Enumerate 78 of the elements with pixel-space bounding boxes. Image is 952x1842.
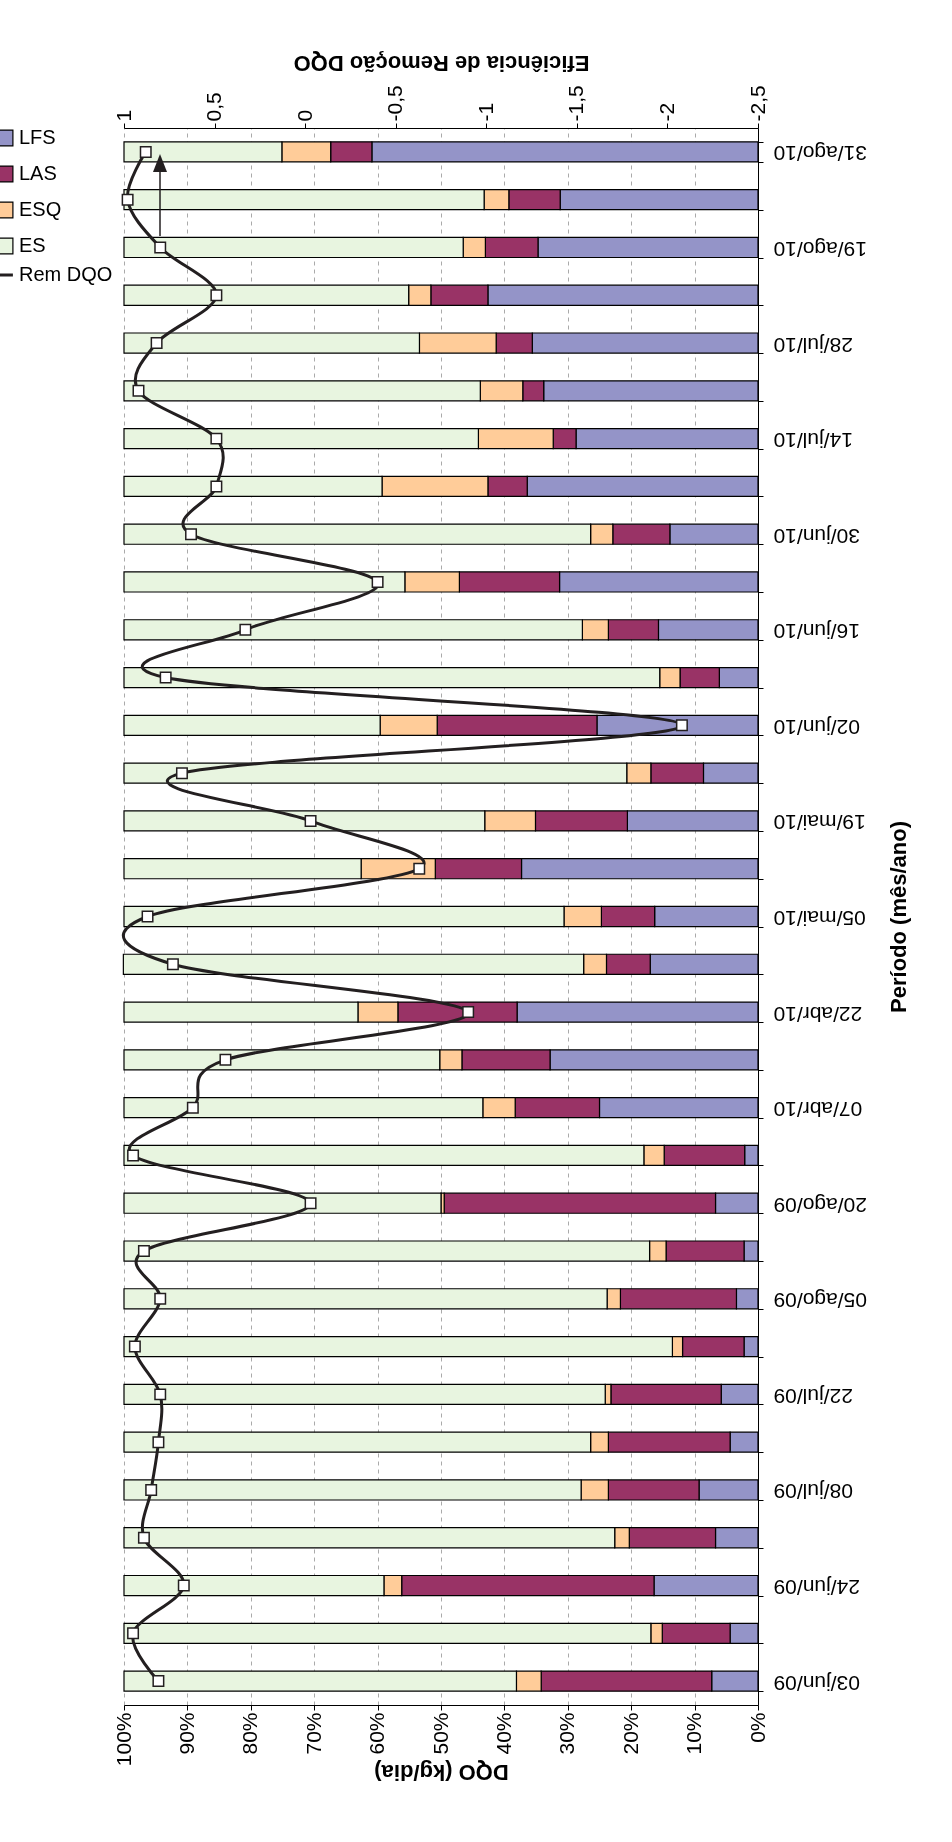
point	[210, 289, 223, 302]
x-tick-label: 40%	[491, 1712, 515, 1755]
x-tick-label: 30%	[555, 1712, 579, 1755]
y-tick-label: 19/ago/10	[773, 237, 867, 261]
point	[154, 1292, 167, 1305]
y-tick-label: 28/jul/10	[773, 333, 853, 357]
point	[154, 241, 167, 254]
x-axis-title: DQO (kg/dia)	[374, 1760, 509, 1786]
legend-label: Rem DQO	[19, 263, 113, 285]
x-tick-label: 0%	[745, 1712, 769, 1743]
point	[166, 958, 179, 971]
legend-label: LFS	[19, 126, 56, 148]
x-tick-label: 60%	[365, 1712, 389, 1755]
x2-tick-label: 1	[111, 109, 135, 122]
point	[175, 767, 188, 780]
point	[137, 1245, 150, 1258]
point	[132, 384, 145, 397]
y-tick-label: 22/abr/10	[773, 1002, 863, 1026]
point	[675, 719, 688, 732]
point	[152, 1436, 165, 1449]
point	[127, 1627, 140, 1640]
x2-tick-label: 0,5	[202, 92, 226, 122]
point	[141, 910, 154, 923]
point	[462, 1006, 475, 1019]
point	[304, 1197, 317, 1210]
point	[413, 862, 426, 875]
y-tick-label: 05/ago/09	[773, 1289, 867, 1313]
point	[371, 575, 384, 588]
point	[210, 432, 223, 445]
x2-tick-label: 0	[292, 109, 316, 122]
point	[239, 623, 252, 636]
point	[186, 1101, 199, 1114]
point	[159, 671, 172, 684]
x2-tick-label: -0,5	[383, 85, 407, 122]
bar	[123, 1192, 442, 1214]
x-tick-label: 70%	[301, 1712, 325, 1755]
y-tick-label: 16/jun/10	[773, 620, 860, 644]
x2-tick-label: -2,5	[745, 85, 769, 122]
y-tick-label: 05/mai/10	[773, 907, 866, 930]
legend-label: ES	[19, 234, 46, 256]
x-tick-label: 90%	[174, 1712, 198, 1755]
point	[128, 1340, 141, 1353]
x-tick-label: 50%	[428, 1712, 452, 1755]
y-tick-label: 22/jul/09	[773, 1384, 853, 1408]
y-axis-title: Período (mês/ano)	[885, 821, 911, 1013]
point	[127, 1149, 140, 1162]
y-tick-label: 07/abr/10	[773, 1098, 863, 1122]
x2-axis-title: Eficiência de Remoção DQO	[293, 51, 590, 77]
y-tick-label: 19/mai/10	[773, 811, 866, 835]
point	[152, 1675, 165, 1688]
point	[219, 1053, 232, 1066]
x-tick-label: 80%	[238, 1712, 262, 1755]
point	[137, 1531, 150, 1544]
y-tick-label: 02/jun/10	[773, 715, 860, 739]
y-tick-label: 30/jun/10	[773, 524, 860, 548]
point	[150, 337, 163, 350]
x2-tick-label: -1,5	[564, 85, 588, 122]
x2-tick-label: -1	[473, 102, 497, 122]
point	[185, 528, 198, 541]
x-tick-label: 10%	[682, 1712, 706, 1755]
point	[304, 814, 317, 827]
point	[154, 1388, 167, 1401]
y-tick-label: 14/jul/10	[773, 429, 853, 453]
point	[177, 1579, 190, 1592]
x2-tick-label: -2	[654, 102, 678, 122]
y-tick-label: 31/ago/10	[773, 142, 867, 166]
point	[210, 480, 223, 493]
point	[121, 193, 134, 206]
y-tick-label: 03/jun/09	[773, 1671, 860, 1695]
x-tick-label: 20%	[618, 1712, 642, 1755]
x-tick-label: 100%	[111, 1712, 135, 1767]
legend-label: ESQ	[19, 198, 62, 220]
y-tick-label: 08/jul/09	[773, 1480, 853, 1504]
y-tick-label: 20/ago/09	[773, 1193, 867, 1217]
legend-label: LAS	[19, 162, 57, 184]
point	[139, 145, 152, 158]
point	[145, 1483, 158, 1496]
y-tick-label: 24/jun/09	[773, 1576, 860, 1600]
